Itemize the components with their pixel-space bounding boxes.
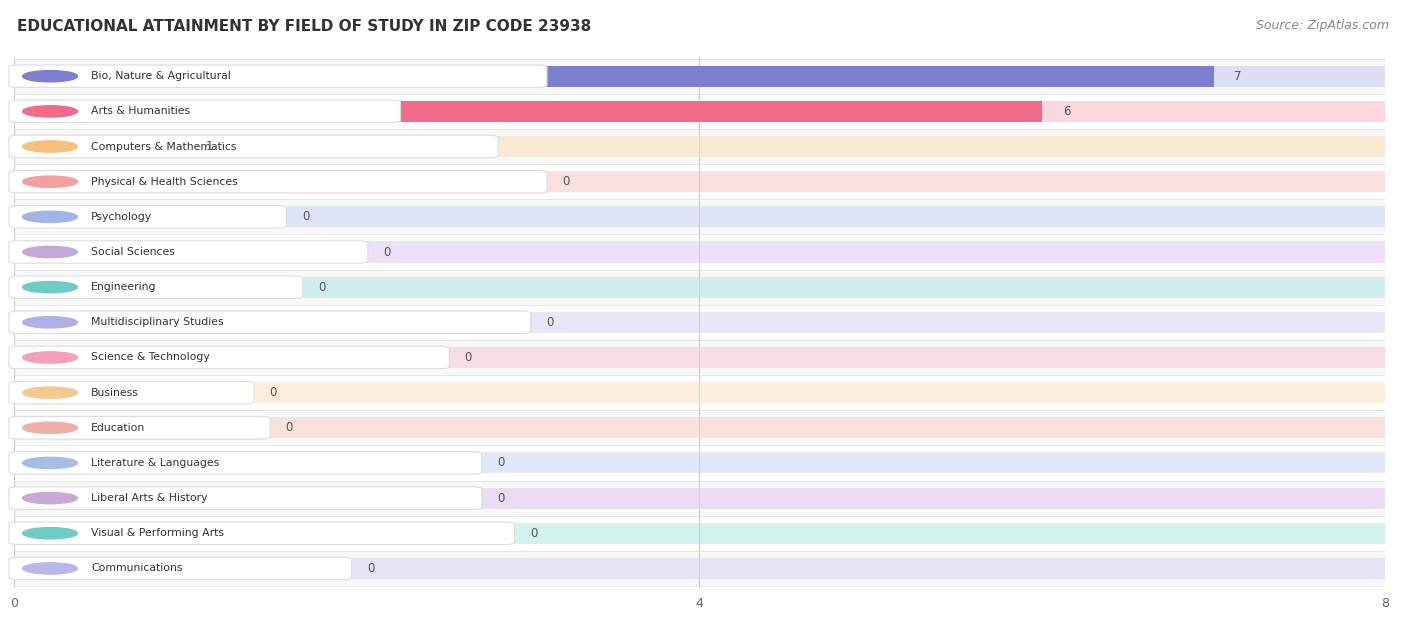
FancyBboxPatch shape <box>8 135 498 158</box>
Circle shape <box>22 352 77 363</box>
Text: Source: ZipAtlas.com: Source: ZipAtlas.com <box>1256 19 1389 32</box>
Bar <box>14 136 1385 157</box>
Text: 0: 0 <box>302 210 309 223</box>
Bar <box>14 382 1385 403</box>
Circle shape <box>22 317 77 328</box>
Bar <box>14 129 1385 164</box>
Circle shape <box>22 211 77 222</box>
Bar <box>14 558 1385 579</box>
Bar <box>14 480 1385 516</box>
Text: Education: Education <box>91 423 145 433</box>
Bar <box>14 487 1385 509</box>
FancyBboxPatch shape <box>8 487 482 509</box>
Text: 1: 1 <box>207 140 214 153</box>
FancyBboxPatch shape <box>8 171 547 193</box>
Bar <box>14 375 1385 410</box>
Text: 0: 0 <box>285 422 292 434</box>
Text: Arts & Humanities: Arts & Humanities <box>91 106 190 116</box>
Text: Visual & Performing Arts: Visual & Performing Arts <box>91 528 224 538</box>
Text: 0: 0 <box>498 456 505 470</box>
Bar <box>14 340 1385 375</box>
FancyBboxPatch shape <box>8 311 530 334</box>
Bar <box>14 164 1385 199</box>
Text: 0: 0 <box>498 492 505 504</box>
Text: 7: 7 <box>1234 70 1241 83</box>
FancyBboxPatch shape <box>8 381 254 404</box>
Text: Computers & Mathematics: Computers & Mathematics <box>91 142 236 152</box>
FancyBboxPatch shape <box>8 65 547 87</box>
Circle shape <box>22 281 77 293</box>
Bar <box>14 551 1385 586</box>
Text: Literature & Languages: Literature & Languages <box>91 458 219 468</box>
Bar <box>14 453 1385 473</box>
Circle shape <box>22 71 77 82</box>
Circle shape <box>22 141 77 152</box>
Text: Science & Technology: Science & Technology <box>91 353 209 363</box>
FancyBboxPatch shape <box>8 241 368 264</box>
Circle shape <box>22 563 77 574</box>
Text: Engineering: Engineering <box>91 282 156 292</box>
Text: 0: 0 <box>530 526 537 540</box>
Bar <box>14 101 1385 122</box>
Text: 0: 0 <box>465 351 472 364</box>
FancyBboxPatch shape <box>8 452 482 474</box>
FancyBboxPatch shape <box>8 205 287 228</box>
Text: Psychology: Psychology <box>91 212 152 222</box>
Bar <box>14 59 1385 94</box>
Circle shape <box>22 422 77 434</box>
Bar <box>14 171 1385 192</box>
Bar <box>14 136 186 157</box>
Circle shape <box>22 246 77 258</box>
Bar <box>14 312 1385 333</box>
Text: 0: 0 <box>318 281 326 294</box>
Text: Social Sciences: Social Sciences <box>91 247 174 257</box>
FancyBboxPatch shape <box>8 100 401 123</box>
Bar <box>14 199 1385 234</box>
Text: Business: Business <box>91 387 139 398</box>
FancyBboxPatch shape <box>8 416 270 439</box>
Bar <box>14 66 1385 87</box>
Circle shape <box>22 492 77 504</box>
Text: EDUCATIONAL ATTAINMENT BY FIELD OF STUDY IN ZIP CODE 23938: EDUCATIONAL ATTAINMENT BY FIELD OF STUDY… <box>17 19 591 34</box>
Text: 0: 0 <box>562 175 569 188</box>
Circle shape <box>22 458 77 468</box>
Text: Communications: Communications <box>91 563 183 573</box>
Text: Physical & Health Sciences: Physical & Health Sciences <box>91 177 238 186</box>
FancyBboxPatch shape <box>8 557 351 580</box>
Circle shape <box>22 106 77 117</box>
Circle shape <box>22 528 77 539</box>
Bar <box>14 516 1385 551</box>
Bar <box>14 523 1385 544</box>
Bar <box>14 270 1385 305</box>
Text: 0: 0 <box>270 386 277 399</box>
Text: 0: 0 <box>384 245 391 258</box>
Bar <box>14 305 1385 340</box>
Bar <box>14 101 1042 122</box>
Bar <box>14 241 1385 262</box>
Circle shape <box>22 387 77 398</box>
FancyBboxPatch shape <box>8 346 450 368</box>
Text: Bio, Nature & Agricultural: Bio, Nature & Agricultural <box>91 71 231 82</box>
Text: Liberal Arts & History: Liberal Arts & History <box>91 493 208 503</box>
Text: 0: 0 <box>367 562 374 575</box>
FancyBboxPatch shape <box>8 522 515 545</box>
Bar <box>14 66 1213 87</box>
Bar <box>14 94 1385 129</box>
Bar <box>14 206 1385 228</box>
Bar <box>14 234 1385 270</box>
Text: 6: 6 <box>1063 105 1070 118</box>
Circle shape <box>22 176 77 187</box>
Bar <box>14 410 1385 446</box>
Bar <box>14 446 1385 480</box>
Bar <box>14 347 1385 368</box>
Bar <box>14 277 1385 298</box>
Bar <box>14 417 1385 439</box>
Text: Multidisciplinary Studies: Multidisciplinary Studies <box>91 317 224 327</box>
FancyBboxPatch shape <box>8 276 302 298</box>
Text: 0: 0 <box>546 316 554 329</box>
